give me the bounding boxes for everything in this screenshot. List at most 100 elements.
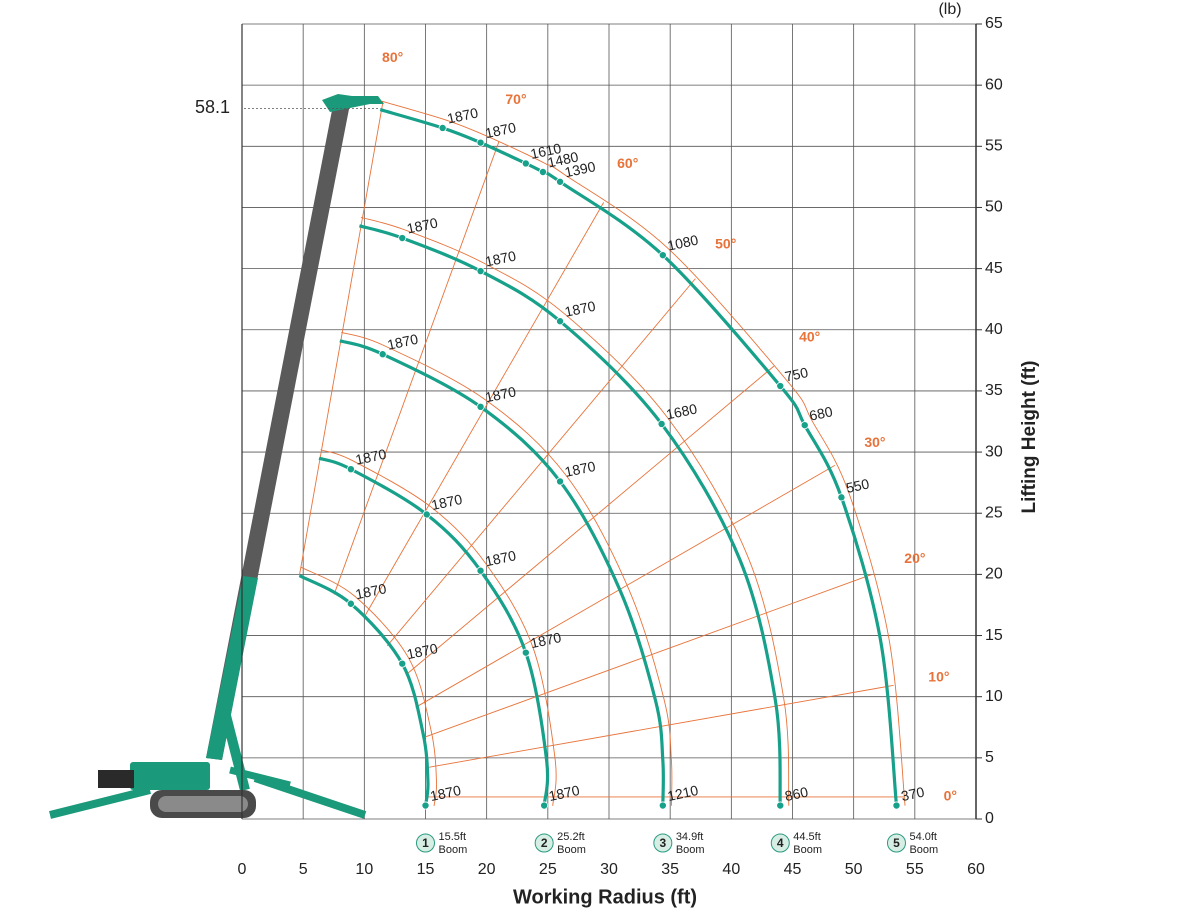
- load-point: [422, 510, 431, 519]
- boom-curve: [339, 339, 665, 806]
- angle-line: [405, 365, 775, 676]
- angle-label: 40°: [799, 329, 820, 345]
- x-tick-label: 35: [661, 861, 679, 878]
- angle-label: 10°: [928, 668, 949, 684]
- angle-arc: [300, 566, 437, 807]
- load-point: [556, 477, 565, 486]
- y-tick-label: 25: [985, 504, 1003, 521]
- angle-label: 0°: [944, 788, 957, 804]
- boom-text: Boom: [793, 844, 822, 856]
- angle-line: [423, 574, 872, 739]
- load-label: 1870: [563, 458, 597, 480]
- crane-outrigger: [229, 766, 291, 789]
- x-tick-label: 45: [784, 861, 802, 878]
- load-label: 1870: [484, 547, 518, 569]
- load-point: [398, 234, 407, 243]
- load-point: [476, 566, 485, 575]
- y-tick-label: 20: [985, 566, 1003, 583]
- load-point: [837, 493, 846, 502]
- load-point: [378, 350, 387, 359]
- boom-length: 25.2ft: [557, 831, 585, 843]
- y-tick-label: 10: [985, 688, 1003, 705]
- load-point: [892, 801, 901, 810]
- load-point: [776, 801, 785, 810]
- boom-length: 34.9ft: [676, 831, 704, 843]
- load-label: 1870: [354, 446, 388, 468]
- angle-arc: [381, 100, 906, 806]
- boom-badge: [770, 833, 790, 853]
- angle-label: 80°: [382, 49, 403, 65]
- angle-line: [333, 141, 500, 595]
- load-point: [776, 382, 785, 391]
- boom-number: 2: [541, 836, 548, 850]
- y-tick-label: 45: [985, 260, 1003, 277]
- y-tick-label: 65: [985, 15, 1003, 32]
- boom-badge: [653, 833, 673, 853]
- load-point: [538, 167, 547, 176]
- boom-number: 4: [777, 836, 784, 850]
- load-label: 1870: [529, 629, 563, 651]
- load-label: 1080: [666, 232, 700, 254]
- angle-label: 30°: [864, 434, 885, 450]
- load-point: [476, 267, 485, 276]
- load-label: 1210: [666, 782, 700, 804]
- boom-badge: [416, 833, 435, 853]
- x-tick-label: 0: [238, 861, 247, 878]
- load-label: 1870: [354, 580, 388, 602]
- load-label: 750: [783, 364, 809, 385]
- load-point: [421, 801, 430, 810]
- boom-number: 1: [422, 836, 429, 850]
- x-axis-label: Working Radius (ft): [513, 886, 697, 908]
- y-tick-label: 35: [985, 382, 1003, 399]
- boom-curve: [359, 224, 782, 806]
- load-label: 1480: [546, 148, 580, 170]
- load-point: [800, 421, 809, 430]
- x-tick-label: 5: [299, 861, 308, 878]
- boom-text: Boom: [909, 844, 938, 856]
- load-point: [556, 317, 565, 326]
- crane-boom-base: [206, 576, 258, 760]
- crane-outrigger: [49, 786, 151, 819]
- load-label: 1870: [484, 247, 518, 269]
- boom-number: 5: [893, 836, 900, 850]
- max-height-label: 58.1: [195, 97, 230, 117]
- load-label: 680: [808, 403, 834, 424]
- angle-label: 60°: [617, 155, 638, 171]
- boom-text: Boom: [676, 844, 705, 856]
- load-point: [658, 801, 667, 810]
- angle-arc: [341, 331, 673, 806]
- load-label: 370: [900, 784, 926, 805]
- load-point: [476, 402, 485, 411]
- load-point: [521, 159, 530, 168]
- boom-length: 44.5ft: [793, 831, 821, 843]
- load-point: [556, 177, 565, 186]
- boom-length: 15.5ft: [439, 831, 467, 843]
- x-tick-label: 10: [355, 861, 373, 878]
- load-label: 1870: [547, 782, 581, 804]
- x-tick-label: 55: [906, 861, 924, 878]
- angle-line: [415, 465, 836, 708]
- crane-body: [130, 762, 210, 790]
- y-tick-label: 55: [985, 138, 1003, 155]
- angle-line: [298, 101, 384, 576]
- load-label: 1870: [484, 383, 518, 405]
- x-tick-label: 25: [539, 861, 557, 878]
- boom-badge: [886, 833, 906, 853]
- load-point: [346, 465, 355, 474]
- y-tick-label: 0: [985, 810, 994, 827]
- load-label: 1870: [429, 782, 463, 804]
- load-label: 1870: [405, 640, 439, 662]
- angle-line: [386, 278, 696, 647]
- load-point: [398, 659, 407, 668]
- load-label: 550: [845, 475, 871, 496]
- load-label: 1870: [484, 119, 518, 141]
- load-label: 1870: [430, 491, 464, 513]
- curves: 1870 1870 1870 1870 1870 1870 1870 1870 1870 1870…: [298, 104, 926, 810]
- y-tick-label: 50: [985, 199, 1003, 216]
- crane-jib: [322, 94, 384, 112]
- crane-seat: [98, 770, 134, 788]
- y-tick-label: 60: [985, 76, 1003, 93]
- angle-arc: [320, 449, 557, 806]
